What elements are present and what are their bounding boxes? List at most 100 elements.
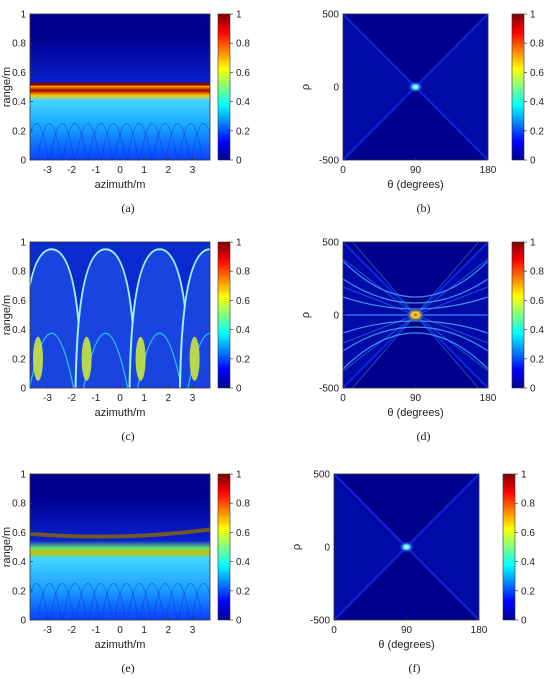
cbtick-label: 0.2 <box>236 586 250 597</box>
ytick-label: 0.6 <box>12 68 26 79</box>
image-content <box>30 495 210 620</box>
xtick-label: 2 <box>166 165 172 176</box>
arc-line <box>152 123 178 160</box>
image-content <box>343 242 488 388</box>
x-axis-label: θ (degrees) <box>387 179 443 191</box>
x-axis-label: azimuth/m <box>95 179 146 191</box>
panel-caption: (a) <box>121 201 134 215</box>
xtick-label: 2 <box>166 625 172 636</box>
arc-line <box>126 123 152 160</box>
ytick-label: 0.6 <box>12 296 26 307</box>
arc-line <box>88 583 114 620</box>
y-axis-label: range/m <box>1 527 13 567</box>
peak <box>398 541 415 553</box>
sinusoid <box>343 332 488 370</box>
x-axis-label: θ (degrees) <box>378 639 434 651</box>
y-axis-label: ρ <box>291 544 303 550</box>
sinusoid <box>343 260 488 298</box>
cbtick-label: 0.2 <box>521 586 535 597</box>
target-trace <box>30 527 210 539</box>
xtick-label: 180 <box>471 625 488 636</box>
cbtick-label: 0.4 <box>530 325 544 336</box>
arc-line <box>165 583 191 620</box>
cbtick-label: 0 <box>530 384 536 395</box>
cbtick-label: 0.6 <box>530 296 544 307</box>
arc-line <box>62 123 88 160</box>
arc-line <box>152 583 178 620</box>
echo-band <box>30 35 210 160</box>
arc-line <box>126 583 152 620</box>
cbtick-label: 0.4 <box>236 97 250 108</box>
arc-line <box>75 123 101 160</box>
fan-left <box>334 474 407 620</box>
arc-line <box>178 123 204 160</box>
xtick-label: 0 <box>117 393 123 404</box>
cbtick-label: 0.2 <box>530 126 544 137</box>
echo-band <box>30 495 210 620</box>
xtick-label: 2 <box>166 393 172 404</box>
cbtick-label: 0.2 <box>236 354 250 365</box>
cbtick-label: 0 <box>236 384 242 395</box>
arc-line <box>49 123 75 160</box>
arc-line <box>62 583 88 620</box>
ytick-label: 0.8 <box>12 267 26 278</box>
panel-c: 0 0.2 0.4 0.6 0.8 1 -3 -2 -1 0 1 2 3 azimuth/m range/m… <box>1 238 250 444</box>
cbtick-label: 0.2 <box>530 354 544 365</box>
peak <box>405 307 426 323</box>
xtick-label: 180 <box>480 393 497 404</box>
xtick-label: 0 <box>340 165 346 176</box>
cbtick-label: 0.8 <box>530 267 544 278</box>
ytick-label: 0.4 <box>12 557 26 568</box>
fan-left <box>343 14 416 160</box>
arc-line <box>139 583 165 620</box>
cbtick-label: 0.4 <box>521 557 535 568</box>
cbtick-label: 0.6 <box>521 528 535 539</box>
ytick-label: 0 <box>20 156 26 167</box>
x-axis-label: azimuth/m <box>95 407 146 419</box>
xtick-label: 1 <box>141 165 147 176</box>
ytick-label: 1 <box>20 470 26 481</box>
x-axis-label: θ (degrees) <box>387 407 443 419</box>
ytick-label: 0.6 <box>12 528 26 539</box>
ytick-label: 500 <box>322 238 339 249</box>
ytick-label: 0 <box>333 311 339 322</box>
ytick-label: -500 <box>319 156 339 167</box>
xtick-label: 3 <box>190 165 196 176</box>
arc-line <box>36 123 62 160</box>
fan-right <box>406 474 479 620</box>
xtick-label: -1 <box>91 165 100 176</box>
arc-line <box>113 583 139 620</box>
arc-line <box>49 583 75 620</box>
colorbar <box>511 241 525 389</box>
panel-caption: (b) <box>417 201 431 215</box>
fan-right <box>415 14 488 160</box>
panel-e: 0 0.2 0.4 0.6 0.8 1 -3 -2 -1 0 1 2 3 azimuth/m range/m… <box>1 470 250 676</box>
crossing-0 <box>33 336 43 381</box>
colorbar <box>217 473 231 621</box>
cbtick-label: 0.2 <box>236 126 250 137</box>
panel-caption: (f) <box>409 661 421 675</box>
cbtick-label: 0.6 <box>236 296 250 307</box>
xtick-label: 90 <box>401 625 413 636</box>
xtick-label: 0 <box>331 625 337 636</box>
xtick-label: -3 <box>43 625 52 636</box>
ytick-label: 0.8 <box>12 499 26 510</box>
xtick-label: 1 <box>141 393 147 404</box>
cbtick-label: 0.6 <box>530 68 544 79</box>
ytick-label: 0 <box>333 83 339 94</box>
cbtick-label: 0.4 <box>236 557 250 568</box>
colorbar <box>511 13 525 161</box>
cbtick-label: 1 <box>236 10 242 21</box>
arc-line <box>88 123 114 160</box>
image-content <box>334 474 479 620</box>
sinusoid <box>343 326 488 352</box>
cbtick-label: 0 <box>236 616 242 627</box>
ytick-label: 0.4 <box>12 325 26 336</box>
ytick-label: 0.2 <box>12 126 26 137</box>
image-content <box>30 35 210 160</box>
arc-0 <box>30 248 83 388</box>
arc-line <box>30 123 49 160</box>
cbtick-label: 0.8 <box>530 39 544 50</box>
